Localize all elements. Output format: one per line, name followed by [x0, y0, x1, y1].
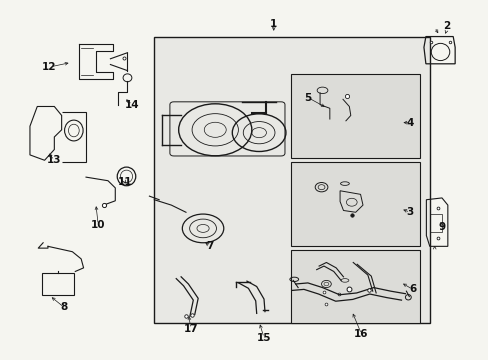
Text: 16: 16: [353, 329, 368, 339]
Text: 14: 14: [125, 100, 140, 110]
Text: 5: 5: [304, 93, 311, 103]
Text: 11: 11: [118, 177, 132, 187]
Text: 10: 10: [91, 220, 105, 230]
Bar: [290, 74, 419, 158]
Text: 1: 1: [269, 19, 277, 29]
Bar: [42, 273, 74, 295]
Text: 6: 6: [408, 284, 415, 294]
Text: 12: 12: [42, 62, 57, 72]
Text: 13: 13: [47, 155, 61, 165]
Text: 7: 7: [206, 241, 214, 251]
Bar: [290, 162, 419, 246]
Text: 17: 17: [183, 324, 198, 334]
Text: 2: 2: [442, 21, 449, 31]
Bar: [154, 37, 429, 323]
Text: 9: 9: [438, 222, 445, 231]
Bar: [290, 250, 419, 323]
Text: 3: 3: [406, 207, 413, 217]
Text: 4: 4: [406, 118, 413, 128]
Text: 8: 8: [61, 302, 67, 312]
Text: 15: 15: [256, 333, 271, 343]
